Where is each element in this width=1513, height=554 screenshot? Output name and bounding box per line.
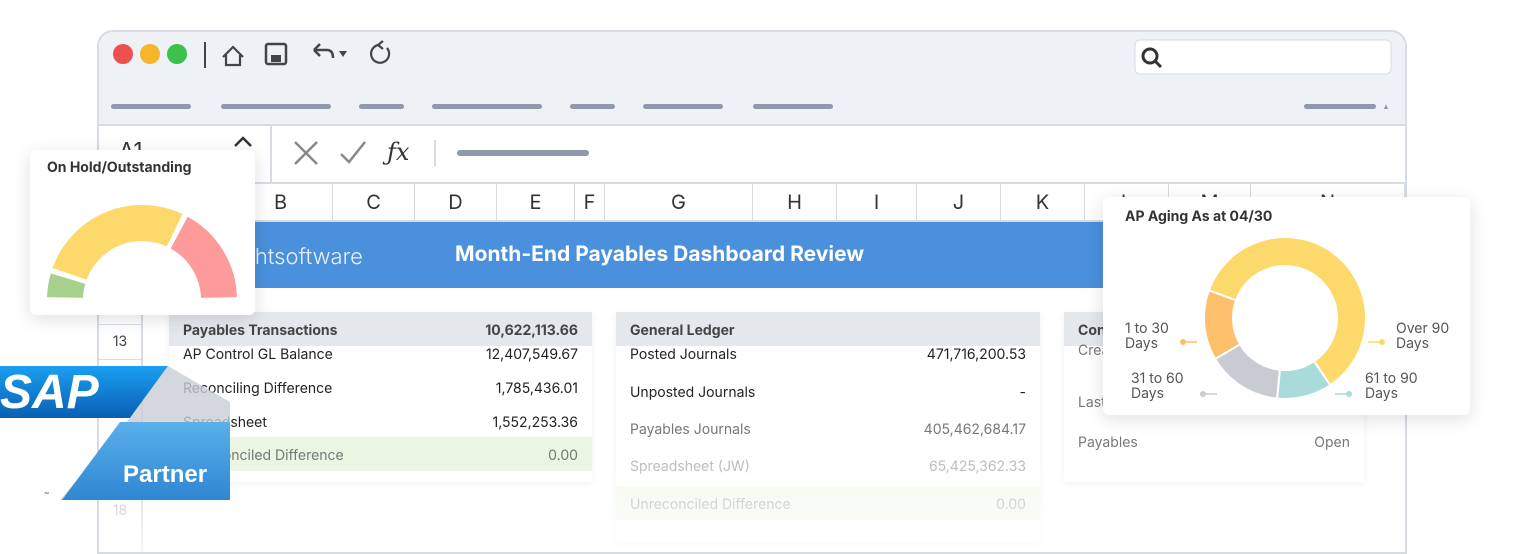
redo-icon[interactable]: [369, 40, 391, 64]
gauge-segment: [168, 213, 240, 300]
panel-header-label: Payables Transactions: [183, 322, 338, 339]
row-value: Open: [1314, 434, 1350, 451]
page: A1 ƒx BCDEFGHIJKLMN 13 18 insightsoftwar…: [0, 30, 1470, 554]
search-icon-handle: [1153, 59, 1163, 69]
search-icon: [1141, 47, 1159, 65]
row-value: 1,552,253.36: [492, 414, 579, 431]
gauge-title: On Hold/Outstanding: [47, 159, 192, 176]
sap-text: SAP: [0, 366, 100, 419]
column-header: I: [837, 184, 917, 222]
menu-placeholder: [753, 104, 833, 109]
column-header: E: [497, 184, 575, 222]
row-label: Posted Journals: [630, 346, 737, 363]
row-value: 1,785,436.01: [495, 380, 578, 397]
donut-segment: [1207, 236, 1367, 387]
close-button[interactable]: [113, 44, 133, 64]
confirm-icon[interactable]: [340, 141, 366, 164]
menu-placeholder: [221, 104, 331, 109]
menu-placeholder: [111, 104, 191, 109]
formula-placeholder: [457, 150, 589, 156]
column-header: J: [917, 184, 1001, 222]
search-box[interactable]: [1134, 39, 1392, 75]
column-header: D: [415, 184, 497, 222]
menu-placeholder: [643, 104, 723, 109]
cancel-icon[interactable]: [294, 141, 318, 165]
donut-segment: [1213, 342, 1282, 400]
gauge-card: On Hold/Outstanding: [30, 150, 255, 315]
sap-shape: [0, 366, 168, 418]
row-label: Payables Journals: [630, 421, 751, 438]
row-value: 0.00: [548, 447, 578, 464]
menu-placeholder: [432, 104, 542, 109]
save-icon[interactable]: [264, 42, 288, 66]
column-header: F: [575, 184, 605, 222]
maximize-button[interactable]: [167, 44, 187, 64]
home-icon[interactable]: [222, 45, 244, 67]
column-header: G: [605, 184, 753, 222]
panel-header-value: 10,622,113.66: [485, 322, 578, 339]
minimize-button[interactable]: [140, 44, 160, 64]
formula-bar: A1 ƒx: [99, 126, 1405, 184]
legend-label: 1 to 30 Days: [1125, 320, 1169, 352]
gauge-segment: [44, 270, 88, 300]
panel-header: Payables Transactions 10,622,113.66: [169, 312, 592, 346]
legend-label: 61 to 90 Days: [1365, 370, 1418, 402]
menu-placeholder: [1304, 104, 1376, 109]
column-header: H: [753, 184, 837, 222]
row-label: Unposted Journals: [630, 384, 756, 401]
collapse-arrow[interactable]: [1384, 104, 1388, 109]
partner-shape: [62, 422, 230, 500]
row-value: 471,716,200.53: [926, 346, 1026, 363]
panel-header-label: General Ledger: [630, 322, 735, 339]
row-label: Payables: [1078, 434, 1138, 451]
row-value: -: [1019, 384, 1026, 401]
menu-placeholder: [570, 104, 615, 109]
trademark: ™: [44, 490, 49, 500]
row-value: 12,407,549.67: [485, 346, 578, 363]
partner-text: Partner: [123, 461, 207, 488]
fade-overlay: [99, 462, 1405, 552]
column-header: C: [333, 184, 415, 222]
row-value: 405,462,684.17: [923, 421, 1026, 438]
function-button[interactable]: ƒx: [387, 138, 410, 166]
menu-placeholder: [359, 104, 404, 109]
gauge-segment: [50, 203, 186, 283]
aging-title: AP Aging As at 04/30: [1125, 208, 1273, 225]
aging-card: AP Aging As at 04/30 1 to 30 Days 31 to 6…: [1103, 197, 1470, 415]
toolbar-icons: [113, 39, 1392, 109]
undo-icon[interactable]: [313, 43, 335, 59]
partner-badge: SAP Partner ™: [0, 366, 230, 500]
column-header: K: [1001, 184, 1085, 222]
row-number: 13: [99, 324, 141, 360]
column-header: B: [229, 184, 333, 222]
legend-label: Over 90 Days: [1396, 320, 1450, 352]
expand-icon[interactable]: [234, 136, 252, 147]
legend-label: 31 to 60 Days: [1131, 370, 1184, 402]
panel-header: General Ledger: [616, 312, 1040, 346]
gauge-chart: [44, 203, 240, 300]
formula-icons: [234, 126, 589, 182]
donut-chart: [1180, 236, 1385, 400]
save-icon-part: [271, 55, 281, 62]
toolbar: [99, 32, 1405, 126]
row-label: Reconciling Difference: [183, 380, 333, 397]
undo-menu[interactable]: [339, 51, 347, 57]
banner-title: Month-End Payables Dashboard Review: [455, 242, 865, 267]
row-label: AP Control GL Balance: [183, 346, 333, 363]
